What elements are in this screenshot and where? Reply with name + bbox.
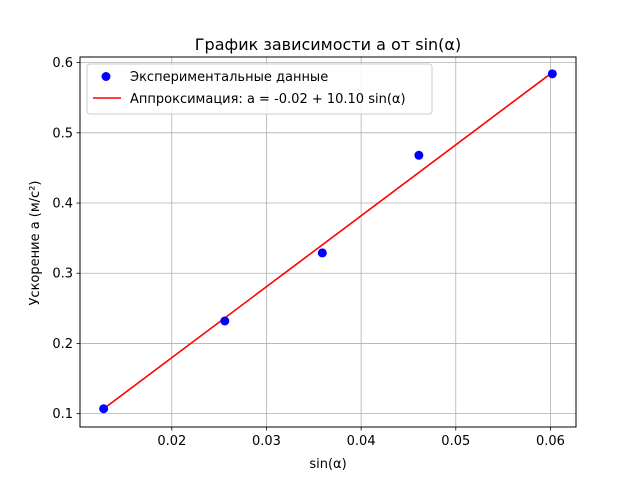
- fit-line: [103, 71, 553, 410]
- x-tick-label: 0.06: [536, 434, 565, 449]
- ticks: 0.02 0.03 0.04 0.05 0.06 0.1 0.2 0.3 0.4 0.5 0.6: [52, 56, 565, 449]
- y-tick-label: 0.2: [52, 337, 73, 352]
- plot-frame: [79, 56, 577, 428]
- data-point: [414, 150, 424, 160]
- data-point: [220, 316, 230, 326]
- legend-box: [86, 63, 433, 115]
- data-point: [317, 248, 327, 258]
- x-axis-label: sin(α): [309, 457, 346, 472]
- series-layer: [99, 69, 557, 414]
- legend-label-scatter: Экспериментальные данные: [130, 70, 328, 85]
- legend-label-line: Аппроксимация: a = -0.02 + 10.10 sin(α): [130, 92, 406, 107]
- x-tick-label: 0.03: [252, 434, 281, 449]
- y-axis-label: Ускорение a (м/с²): [28, 181, 43, 306]
- data-point: [547, 69, 557, 79]
- chart-title: График зависимости a от sin(α): [195, 35, 461, 54]
- grid: [80, 57, 576, 427]
- x-tick-label: 0.05: [441, 434, 470, 449]
- y-tick-label: 0.6: [52, 56, 73, 71]
- y-tick-label: 0.3: [52, 267, 73, 282]
- y-tick-label: 0.5: [52, 126, 73, 141]
- y-tick-label: 0.4: [52, 197, 73, 212]
- x-tick-label: 0.02: [157, 434, 186, 449]
- legend: Экспериментальные данные Аппроксимация: …: [86, 63, 433, 115]
- x-tick-label: 0.04: [347, 434, 376, 449]
- data-point: [99, 404, 109, 414]
- y-tick-label: 0.1: [52, 407, 73, 422]
- legend-marker-scatter: [101, 72, 111, 81]
